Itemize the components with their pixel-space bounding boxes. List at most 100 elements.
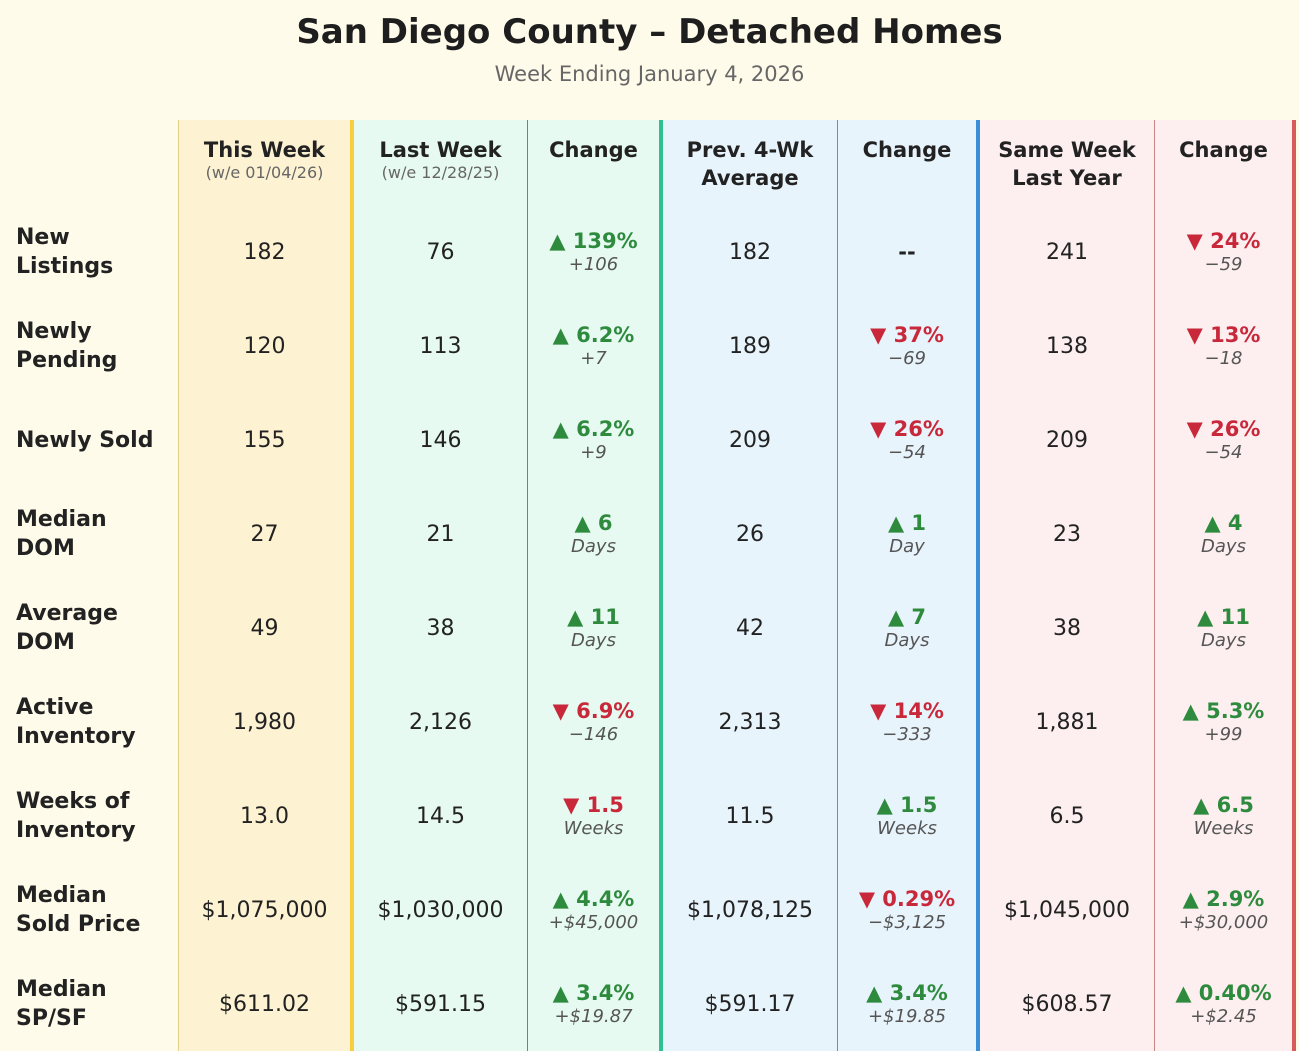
- cell: 113: [354, 299, 528, 393]
- cell: 14.5: [354, 769, 528, 863]
- change-value: 6.2%: [576, 417, 635, 441]
- label-line: Sold Price: [16, 912, 141, 937]
- cell: ▲ 2.9% +$30,000: [1155, 863, 1296, 957]
- cell: 1,980: [178, 675, 354, 769]
- cell: ▲ 4.4% +$45,000: [528, 863, 663, 957]
- value: 209: [729, 427, 771, 453]
- cell: 27: [178, 487, 354, 581]
- row-label: Median Sold Price: [0, 863, 178, 957]
- change-delta: Weeks: [563, 818, 624, 839]
- change-delta: Weeks: [877, 818, 937, 839]
- change-delta: −333: [882, 724, 932, 745]
- change-delta: Days: [884, 630, 930, 651]
- value: $1,078,125: [687, 897, 813, 923]
- cell: ▲ 6.2% +9: [528, 393, 663, 487]
- value: 155: [243, 427, 286, 453]
- change-arrow: ▲: [866, 981, 883, 1005]
- change-arrow: ▲: [549, 229, 566, 253]
- change-arrow: ▼: [870, 417, 887, 441]
- subtitle: Week Ending January 4, 2026: [494, 62, 805, 86]
- change-main: ▲ 4: [1204, 510, 1242, 536]
- change-delta: Days: [571, 536, 616, 557]
- cell: ▲ 139% +106: [528, 205, 663, 299]
- value: $1,030,000: [377, 897, 504, 923]
- header-line: Change: [1179, 138, 1268, 162]
- change-arrow: ▲: [887, 511, 905, 535]
- change-value: 4: [1227, 511, 1243, 535]
- value: 189: [729, 333, 771, 359]
- change-arrow: ▲: [552, 323, 569, 347]
- label-line: SP/SF: [16, 1006, 87, 1031]
- cell: ▲ 1 Day: [838, 487, 980, 581]
- cell: 76: [354, 205, 528, 299]
- change-value: 139%: [572, 229, 638, 253]
- change-arrow: ▲: [1175, 981, 1192, 1005]
- row-label: Active Inventory: [0, 675, 178, 769]
- change-delta: Days: [1201, 630, 1246, 651]
- cell: ▼ 24% −59: [1155, 205, 1296, 299]
- change-delta: −59: [1204, 254, 1243, 275]
- change-delta: −54: [888, 442, 926, 463]
- change-arrow: ▼: [1186, 229, 1203, 253]
- label-line: Listings: [16, 254, 114, 279]
- header-line: Average: [701, 166, 799, 190]
- change-arrow: ▼: [858, 887, 875, 911]
- change-main: ▼ 0.29%: [859, 886, 955, 912]
- row-label: Average DOM: [0, 581, 178, 675]
- label-line: DOM: [16, 536, 75, 561]
- header-line: Change: [549, 138, 638, 162]
- header-sublabel: (w/e 12/28/25): [381, 163, 500, 182]
- cell: ▼ 14% −333: [838, 675, 980, 769]
- value: 182: [729, 239, 771, 265]
- value: 21: [426, 521, 455, 547]
- change-value: 6.9%: [576, 699, 635, 723]
- change-delta: Day: [889, 536, 925, 557]
- change-value: 1.5: [586, 793, 624, 817]
- change-main: ▼ 13%: [1187, 322, 1261, 348]
- change-main: ▲ 3.4%: [866, 980, 948, 1006]
- change-main: ▲ 4.4%: [553, 886, 635, 912]
- cell: 209: [980, 393, 1155, 487]
- cell: ▲ 11 Days: [1155, 581, 1296, 675]
- change-main: ▼ 26%: [870, 416, 944, 442]
- row-label: Weeks of Inventory: [0, 769, 178, 863]
- change-arrow: ▲: [567, 605, 584, 629]
- cell: ▲ 6 Days: [528, 487, 663, 581]
- cell: ▲ 1.5 Weeks: [838, 769, 980, 863]
- label-line: Average: [16, 601, 118, 626]
- value: 26: [736, 521, 764, 547]
- value: 113: [419, 333, 462, 359]
- cell: 120: [178, 299, 354, 393]
- cell: 42: [663, 581, 838, 675]
- header-line: Last Week: [379, 138, 502, 162]
- column-header: Change: [1155, 120, 1296, 205]
- label-line: Inventory: [16, 818, 136, 843]
- cell: ▲ 6.5 Weeks: [1155, 769, 1296, 863]
- change-arrow: ▲: [552, 981, 569, 1005]
- change-delta: −$3,125: [867, 912, 947, 933]
- change-main: ▲ 1: [888, 510, 926, 536]
- label-line: New: [16, 225, 70, 250]
- row-label: Median SP/SF: [0, 957, 178, 1051]
- change-main: ▼ 6.9%: [553, 698, 635, 724]
- cell: 155: [178, 393, 354, 487]
- change-arrow: ▼: [1186, 323, 1203, 347]
- change-value: 3.4%: [576, 981, 635, 1005]
- change-main: --: [898, 239, 915, 265]
- cell: ▼ 1.5 Weeks: [528, 769, 663, 863]
- change-delta: +99: [1204, 724, 1243, 745]
- cell: ▲ 7 Days: [838, 581, 980, 675]
- cell: $1,045,000: [980, 863, 1155, 957]
- change-value: 11: [590, 605, 620, 629]
- change-delta: +106: [568, 254, 619, 275]
- change-arrow: ▲: [1182, 699, 1199, 723]
- label-line: Median: [16, 883, 107, 908]
- value: $591.17: [704, 991, 796, 1017]
- value: 27: [250, 521, 279, 547]
- change-value: 26%: [1210, 417, 1261, 441]
- change-value: 26%: [893, 417, 944, 441]
- value: 1,980: [233, 709, 296, 735]
- change-delta: −18: [1204, 348, 1243, 369]
- cell: 21: [354, 487, 528, 581]
- change-arrow: ▲: [574, 511, 591, 535]
